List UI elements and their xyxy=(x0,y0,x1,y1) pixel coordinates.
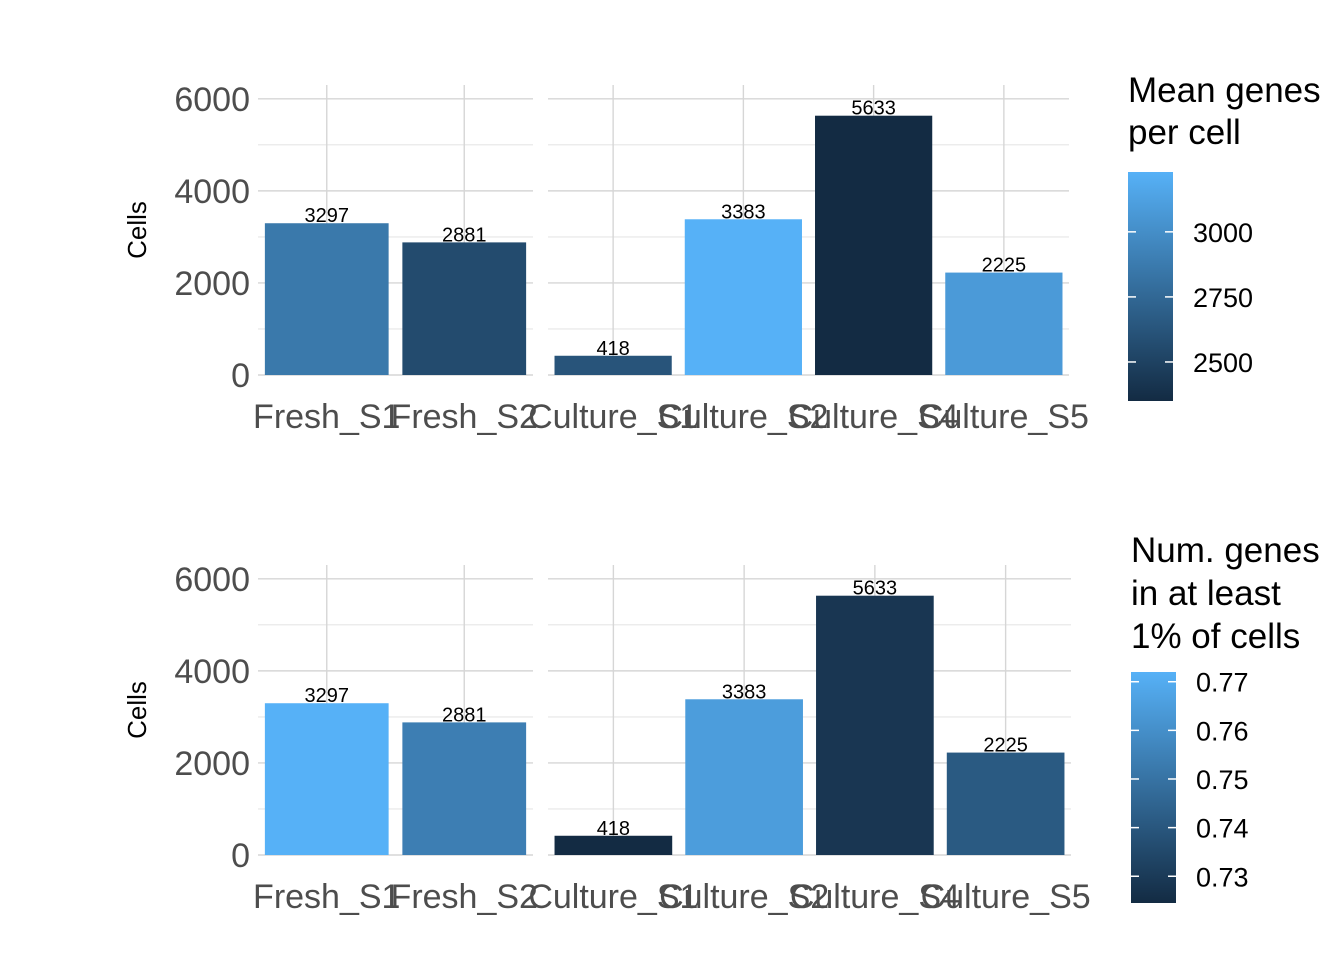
bar-Culture_S4 xyxy=(815,115,933,375)
x-tick-label: Culture_S5 xyxy=(919,398,1089,436)
bar-value-label: 2225 xyxy=(982,255,1027,277)
x-tick-label: Culture_S1 xyxy=(528,878,698,916)
legend-title-line: Num. genes xyxy=(1131,531,1320,570)
bar-Culture_S2 xyxy=(685,699,803,855)
x-tick-label: Culture_S5 xyxy=(921,878,1091,916)
y-tick-label: 2000 xyxy=(174,265,250,303)
x-tick-label: Culture_S1 xyxy=(528,398,698,436)
legend-tick-label: 3000 xyxy=(1193,218,1253,248)
bar-value-label: 2225 xyxy=(983,735,1028,757)
bar-value-label: 3297 xyxy=(305,205,350,227)
bar-Culture_S4 xyxy=(816,595,934,855)
legend-tick-label: 2500 xyxy=(1193,348,1253,378)
bar-value-label: 3383 xyxy=(721,201,766,223)
bar-Fresh_S2 xyxy=(402,722,527,855)
plot-1: Cells 0 2000 4000 6000 3297 Fresh_S1 2881 Fresh_… xyxy=(122,71,1321,436)
y-tick-label: 6000 xyxy=(174,561,250,599)
colorbar xyxy=(1128,172,1173,401)
legend-tick-label: 2750 xyxy=(1193,283,1253,313)
bar-Culture_S1 xyxy=(554,355,672,375)
x-tick-label: Culture_S4 xyxy=(789,398,959,436)
facet-panel-1: 3297 Fresh_S1 2881 Fresh_S2 xyxy=(253,565,538,916)
bar-Culture_S2 xyxy=(684,219,802,375)
x-tick-label: Fresh_S1 xyxy=(253,398,400,436)
bar-Fresh_S1 xyxy=(264,703,389,855)
y-axis-title: Cells xyxy=(122,681,152,739)
bar-value-label: 418 xyxy=(597,818,630,840)
legend-tick-label: 0.73 xyxy=(1196,862,1249,892)
x-tick-label: Culture_S2 xyxy=(659,878,829,916)
y-tick-label: 4000 xyxy=(174,173,250,211)
x-tick-label: Fresh_S2 xyxy=(391,398,538,436)
facet-panel-2: 418 Culture_S1 3383 Culture_S2 5633 Culture_S… xyxy=(528,565,1091,916)
facet-panel-2: 418 Culture_S1 3383 Culture_S2 5633 Culture_S… xyxy=(528,85,1089,436)
bar-Culture_S5 xyxy=(946,752,1065,855)
x-tick-label: Fresh_S2 xyxy=(391,878,538,916)
y-tick-label: 4000 xyxy=(174,653,250,691)
legend-tick-label: 0.74 xyxy=(1196,814,1249,844)
legend-tick-label: 0.76 xyxy=(1196,716,1249,746)
bar-Culture_S1 xyxy=(554,835,673,855)
bar-Fresh_S2 xyxy=(402,242,527,375)
legend-title-line: Mean genes xyxy=(1128,71,1321,110)
legend-title-line: per cell xyxy=(1128,113,1241,152)
plot-2: Cells 0 2000 4000 6000 3297 Fresh_S1 2881 Fresh_… xyxy=(122,531,1320,916)
bar-value-label: 3297 xyxy=(305,685,350,707)
bar-value-label: 5633 xyxy=(853,578,898,600)
bar-value-label: 5633 xyxy=(851,98,896,120)
bar-value-label: 3383 xyxy=(722,681,767,703)
y-axis-title: Cells xyxy=(122,201,152,259)
y-tick-label: 0 xyxy=(231,837,250,875)
legend-tick-label: 0.77 xyxy=(1196,668,1249,698)
bar-Culture_S5 xyxy=(945,272,1063,375)
facet-panel-1: 3297 Fresh_S1 2881 Fresh_S2 xyxy=(253,85,538,436)
x-tick-label: Culture_S4 xyxy=(790,878,960,916)
y-tick-label: 2000 xyxy=(174,745,250,783)
y-tick-label: 6000 xyxy=(174,81,250,119)
bar-value-label: 418 xyxy=(596,338,629,360)
colorbar xyxy=(1131,672,1176,903)
x-tick-label: Fresh_S1 xyxy=(253,878,400,916)
legend: Num. genes in at least 1% of cells 0.77 0.76… xyxy=(1131,531,1320,903)
legend-title-line: 1% of cells xyxy=(1131,617,1300,656)
bar-value-label: 2881 xyxy=(442,704,487,726)
legend-title-line: in at least xyxy=(1131,574,1281,613)
x-tick-label: Culture_S2 xyxy=(658,398,828,436)
y-tick-label: 0 xyxy=(231,357,250,395)
bar-value-label: 2881 xyxy=(442,224,487,246)
legend-tick-label: 0.75 xyxy=(1196,765,1249,795)
bar-Fresh_S1 xyxy=(264,223,389,375)
